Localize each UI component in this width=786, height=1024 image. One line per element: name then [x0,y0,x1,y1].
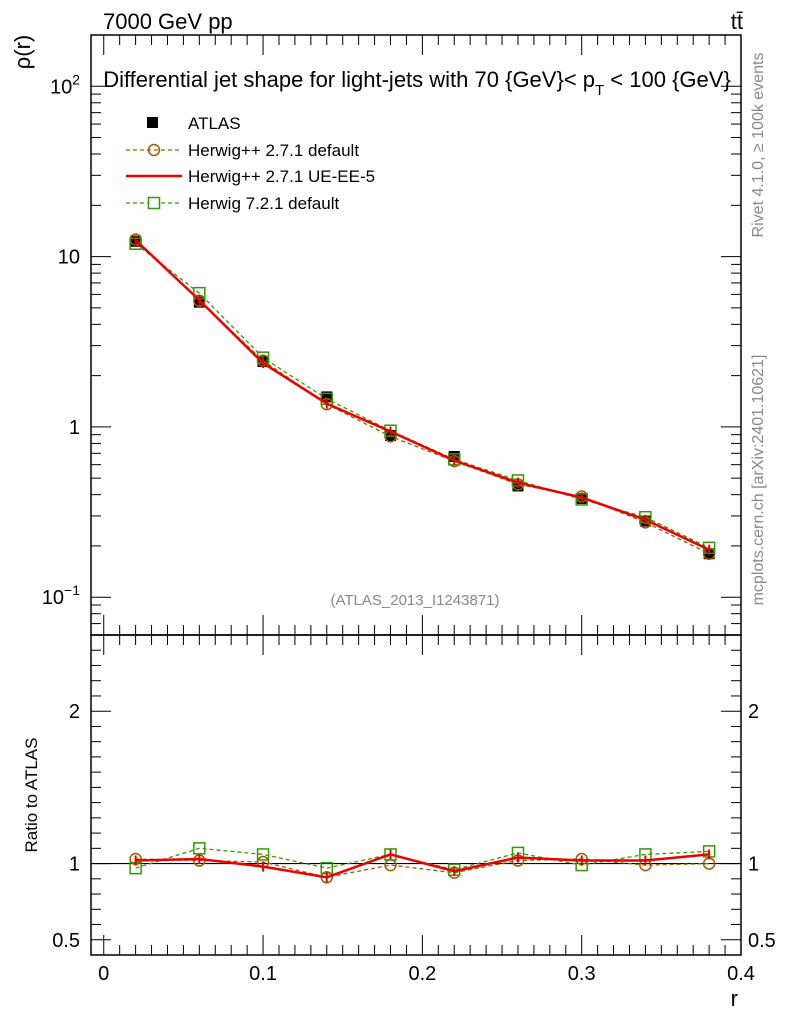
x-axis-tick-labels: 0 0.1 0.2 0.3 0.4 [98,963,755,985]
title-subscript: T [595,82,604,99]
main-series [129,233,716,560]
analysis-watermark: (ATLAS_2013_I1243871) [330,592,499,609]
ratio-y-tick-label-right: 1 [748,854,759,876]
ratio-ticks: 0.5 0.5 1 1 2 2 [52,634,776,956]
legend-marker-herwigpp-default [147,143,161,157]
mcplots-label: mcplots.cern.ch [arXiv:2401.10621] [750,355,767,606]
y-tick-label: 10−1 [42,582,80,609]
x-axis-label: r [731,986,738,1011]
ratio-y-tick-label-right: 0.5 [748,930,776,952]
legend: ATLAS Herwig++ 2.7.1 default Herwig++ 2.… [126,114,375,213]
ratio-series-herwig7-default-marker [384,848,397,861]
x-tick-label: 0.3 [568,963,596,985]
y-tick-label-exponent: 2 [72,71,80,87]
legend-label-herwigpp-ueee5: Herwig++ 2.7.1 UE-EE-5 [188,167,375,186]
y-tick-label-base: 1 [69,417,80,439]
ratio-frame [90,634,742,956]
legend-marker-atlas [147,117,158,128]
process-label: tt̄ [731,9,743,34]
ratio-series-herwigpp-default-line [135,858,710,878]
ratio-panel: 0.5 0.5 1 1 2 2 Ratio to ATLAS [22,634,776,956]
y-tick-label-exponent: −1 [64,582,80,598]
series-herwig7-default-line [135,243,710,549]
ratio-series-herwig7-default-marker [193,842,206,855]
ratio-y-tick-label-left: 0.5 [52,930,80,952]
x-tick-label: 0 [98,963,109,985]
ratio-y-tick-label-left: 2 [69,701,80,723]
ratio-y-axis-label: Ratio to ATLAS [22,738,41,853]
y-axis-label: ρ(r) [10,35,35,70]
ratio-series-herwig7-default-line [135,847,710,871]
legend-label-herwig7-default: Herwig 7.2.1 default [188,194,339,213]
ratio-series-herwigpp-ueee5-line [135,853,710,879]
legend-label-herwigpp-default: Herwig++ 2.7.1 default [188,141,359,160]
y-tick-label: 10 [58,247,80,269]
legend-marker-herwig7-default [147,196,161,210]
ratio-y-tick-label-right: 2 [748,701,759,723]
y-tick-label: 1 [69,417,80,439]
ratio-series [129,842,716,884]
title-tail: < 100 {GeV} [604,67,731,92]
y-tick-label-base: 10 [50,76,72,98]
y-tick-label-base: 10 [58,247,80,269]
series-atlas-marker [321,391,333,403]
legend-label-atlas: ATLAS [188,114,241,133]
ratio-series-herwig7-default-marker [256,848,270,861]
x-tick-label: 0.4 [727,963,755,985]
y-tick-label-base: 10 [42,587,64,609]
ratio-y-tick-label-left: 1 [69,854,80,876]
x-tick-label: 0.2 [408,963,436,985]
title-main: Differential jet shape for light-jets wi… [103,67,595,92]
energy-label: 7000 GeV pp [103,9,233,34]
series-herwigpp-default-line [135,239,710,555]
series-herwigpp-ueee5-line [134,239,710,551]
rivet-version-label: Rivet 4.1.0, ≥ 100k events [750,53,767,238]
x-tick-label: 0.1 [249,963,277,985]
chart-title: Differential jet shape for light-jets wi… [103,67,731,99]
y-tick-label: 102 [50,71,80,98]
